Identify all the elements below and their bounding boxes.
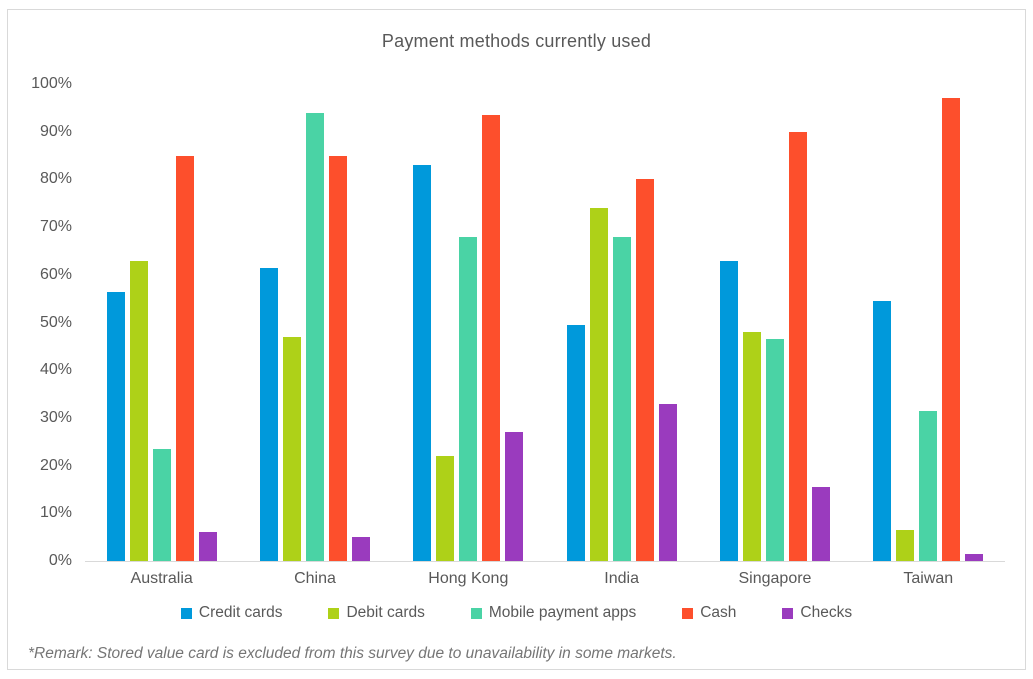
- legend: Credit cards Debit cards Mobile payment ap…: [0, 604, 1033, 622]
- y-tick-90: 90%: [39, 122, 72, 140]
- bar-mobile-payment-apps-taiwan: [919, 410, 938, 561]
- y-tick-30: 30%: [39, 408, 72, 426]
- legend-item-mobile-payment-apps: Mobile payment apps: [470, 604, 637, 622]
- x-label-india: India: [604, 570, 639, 587]
- legend-label-credit-cards: Credit cards: [198, 604, 283, 621]
- legend-item-debit-cards: Debit cards: [328, 604, 425, 622]
- footnote-remark: *Remark: Stored value card is excluded f…: [28, 645, 677, 662]
- bar-debit-cards-hong-kong: [436, 456, 455, 561]
- bar-cash-taiwan: [942, 98, 961, 561]
- x-label-hong-kong: Hong Kong: [428, 570, 509, 587]
- bar-mobile-payment-apps-india: [612, 236, 631, 561]
- bar-checks-china: [351, 537, 370, 561]
- bar-debit-cards-singapore: [742, 332, 761, 561]
- legend-swatch-mobile-payment-apps: [470, 607, 482, 619]
- bar-debit-cards-india: [589, 208, 608, 561]
- bar-cash-hong-kong: [482, 115, 501, 561]
- bar-group-india: [545, 84, 698, 561]
- x-axis: Australia China Hong Kong India Singapore Tai…: [85, 570, 1005, 588]
- legend-label-checks: Checks: [800, 604, 853, 621]
- bar-cash-china: [328, 155, 347, 561]
- y-tick-20: 20%: [39, 456, 72, 474]
- x-label-australia: Australia: [130, 570, 193, 587]
- y-tick-60: 60%: [39, 265, 72, 283]
- x-label-china: China: [294, 570, 336, 587]
- bar-group-singapore: [698, 84, 851, 561]
- y-tick-80: 80%: [39, 170, 72, 188]
- y-tick-100: 100%: [31, 75, 72, 92]
- legend-item-checks: Checks: [782, 604, 852, 622]
- bar-cash-singapore: [788, 131, 807, 561]
- bar-credit-cards-india: [566, 324, 585, 561]
- legend-swatch-cash: [682, 607, 694, 619]
- legend-item-cash: Cash: [682, 604, 736, 622]
- legend-label-cash: Cash: [700, 604, 737, 621]
- x-label-singapore: Singapore: [738, 570, 812, 587]
- chart-title: Payment methods currently used: [381, 31, 652, 51]
- bar-mobile-payment-apps-hong-kong: [459, 236, 478, 561]
- bar-credit-cards-taiwan: [873, 301, 892, 561]
- bar-checks-hong-kong: [505, 432, 524, 561]
- y-tick-40: 40%: [39, 361, 72, 379]
- bar-checks-taiwan: [965, 553, 984, 561]
- y-axis: 0% 10% 20% 30% 40% 50% 60% 70% 80% 90% 100%: [0, 75, 72, 569]
- legend-swatch-debit-cards: [328, 607, 340, 619]
- bar-checks-australia: [198, 532, 217, 561]
- bar-group-china: [238, 84, 391, 561]
- bar-group-taiwan: [852, 84, 1005, 561]
- legend-swatch-checks: [782, 607, 794, 619]
- plot-area: [85, 84, 1005, 562]
- bar-debit-cards-china: [282, 336, 301, 561]
- bar-mobile-payment-apps-china: [305, 112, 324, 561]
- legend-swatch-credit-cards: [180, 607, 192, 619]
- bar-cash-india: [635, 179, 654, 561]
- legend-item-credit-cards: Credit cards: [180, 604, 283, 622]
- y-tick-10: 10%: [39, 504, 72, 522]
- bar-cash-australia: [175, 155, 194, 561]
- legend-label-mobile-payment-apps: Mobile payment apps: [488, 604, 637, 621]
- legend-label-debit-cards: Debit cards: [346, 604, 425, 621]
- bar-credit-cards-singapore: [719, 260, 738, 561]
- bar-group-hong-kong: [392, 84, 545, 561]
- bar-checks-india: [658, 403, 677, 561]
- y-tick-70: 70%: [39, 218, 72, 236]
- x-label-taiwan: Taiwan: [903, 570, 954, 587]
- y-tick-50: 50%: [39, 313, 72, 331]
- y-tick-0: 0%: [48, 552, 72, 569]
- bar-credit-cards-australia: [106, 291, 125, 561]
- bar-credit-cards-hong-kong: [413, 165, 432, 561]
- bar-debit-cards-taiwan: [896, 530, 915, 561]
- bar-mobile-payment-apps-singapore: [765, 339, 784, 561]
- bar-mobile-payment-apps-australia: [152, 448, 171, 561]
- bar-credit-cards-china: [259, 267, 278, 561]
- bar-debit-cards-australia: [129, 260, 148, 561]
- bar-group-australia: [85, 84, 238, 561]
- bar-checks-singapore: [811, 487, 830, 561]
